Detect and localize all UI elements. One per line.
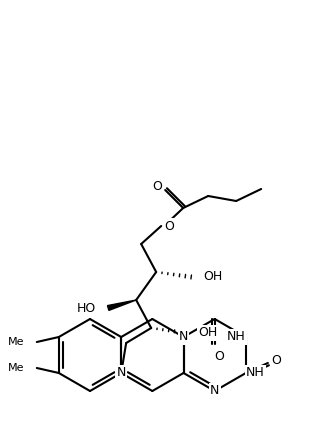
Text: O: O <box>271 355 281 368</box>
Polygon shape <box>108 300 136 311</box>
Text: N: N <box>210 384 219 397</box>
Text: NH: NH <box>227 330 246 343</box>
Text: OH: OH <box>203 270 222 283</box>
Text: N: N <box>179 330 188 343</box>
Text: Me: Me <box>8 363 25 373</box>
Text: O: O <box>214 349 224 362</box>
Text: N: N <box>116 366 126 379</box>
Text: NH: NH <box>246 366 265 379</box>
Text: Me: Me <box>8 337 25 347</box>
Text: O: O <box>152 180 162 193</box>
Text: HO: HO <box>77 302 96 314</box>
Text: N: N <box>210 384 219 397</box>
Text: O: O <box>164 219 174 232</box>
Text: OH: OH <box>198 327 218 340</box>
Text: N: N <box>116 366 126 379</box>
